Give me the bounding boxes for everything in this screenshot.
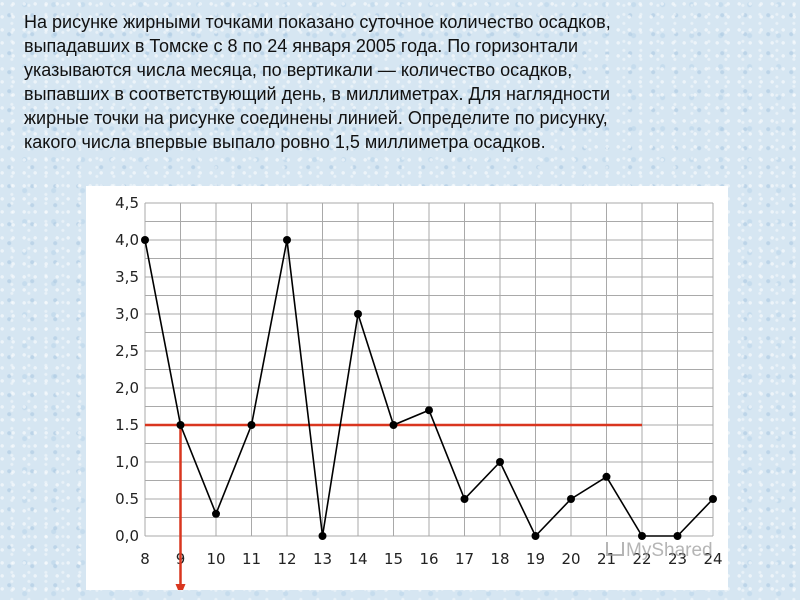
- data-point: [247, 421, 256, 429]
- x-tick-label: 12: [277, 550, 296, 568]
- precipitation-chart: 0,00.51,01.52,02,53,03,54,04,5 891011121…: [115, 194, 723, 590]
- chart-panel: 0,00.51,01.52,02,53,03,54,04,5 891011121…: [86, 186, 728, 590]
- data-point: [283, 236, 291, 244]
- x-tick-label: 14: [348, 550, 367, 568]
- data-point: [638, 532, 646, 540]
- x-tick-label: 13: [313, 550, 332, 568]
- data-point: [709, 495, 717, 503]
- x-tick-label: 8: [140, 550, 150, 568]
- y-tick-label: 1.5: [115, 416, 139, 434]
- data-point: [673, 532, 682, 540]
- data-point: [531, 532, 540, 540]
- y-tick-label: 4,0: [115, 231, 139, 249]
- x-tick-label: 22: [632, 550, 651, 568]
- watermark-logo: MyShared: [606, 540, 713, 562]
- y-tick-label: 0.5: [115, 490, 139, 508]
- data-point: [602, 472, 611, 481]
- x-tick-label: 23: [668, 550, 687, 568]
- reference-arrow-head: [175, 584, 186, 590]
- watermark-text: MyShared: [626, 540, 713, 561]
- presentation-icon: [606, 542, 624, 556]
- y-tick-label: 2,0: [115, 379, 139, 397]
- x-tick-label: 16: [419, 550, 438, 568]
- data-point: [389, 421, 398, 429]
- y-tick-label: 4,5: [115, 194, 139, 212]
- y-tick-label: 3,0: [115, 305, 139, 323]
- y-tick-label: 3,5: [115, 268, 139, 286]
- data-point: [460, 495, 469, 503]
- y-tick-label: 2,5: [115, 342, 139, 360]
- data-point: [496, 458, 504, 466]
- x-tick-label: 10: [206, 550, 225, 568]
- y-tick-label: 0,0: [115, 527, 139, 545]
- question-text: На рисунке жирными точками показано суто…: [24, 12, 611, 152]
- data-point: [354, 310, 362, 318]
- x-tick-label: 11: [242, 550, 261, 568]
- data-point: [176, 421, 185, 429]
- data-point: [212, 509, 220, 518]
- data-point: [318, 532, 327, 540]
- data-point: [141, 236, 149, 244]
- x-tick-label: 20: [561, 550, 580, 568]
- x-tick-label: 15: [384, 550, 403, 568]
- x-tick-label: 19: [526, 550, 545, 568]
- x-tick-label: 18: [490, 550, 509, 568]
- data-point: [567, 495, 575, 503]
- x-tick-label: 17: [455, 550, 474, 568]
- y-tick-label: 1,0: [115, 453, 139, 471]
- data-point: [425, 406, 433, 415]
- x-tick-label: 24: [703, 550, 722, 568]
